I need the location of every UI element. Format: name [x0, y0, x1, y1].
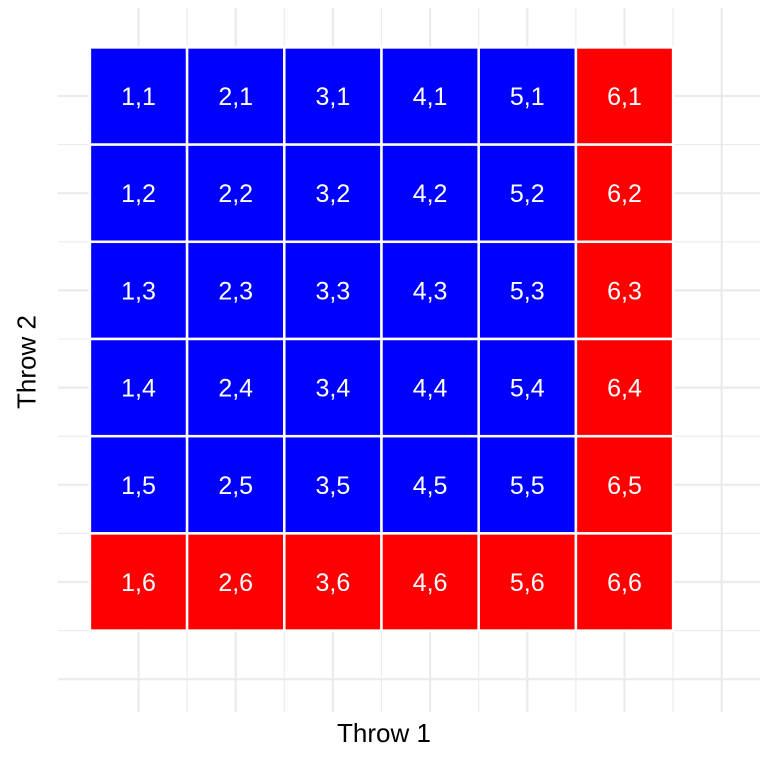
heatmap-cell-4-3 [380, 240, 480, 341]
cell-label-5-1: 5,1 [510, 83, 545, 111]
heatmap-cell-4-1 [380, 46, 480, 146]
heatmap-cell-5-3 [477, 240, 578, 341]
cell-label-4-4: 4,4 [413, 375, 448, 403]
cell-label-6-4: 6,4 [607, 375, 642, 403]
heatmap-cell-6-1 [574, 46, 675, 146]
heatmap-cell-5-2 [477, 143, 578, 244]
cell-label-1-5: 1,5 [121, 472, 156, 500]
heatmap-cell-2-1 [185, 46, 286, 146]
heatmap-cell-6-5 [574, 434, 675, 535]
heatmap-cell-6-2 [574, 143, 675, 244]
x-axis-title: Throw 1 [337, 718, 431, 748]
cell-label-5-3: 5,3 [510, 277, 545, 305]
cell-label-1-4: 1,4 [121, 375, 156, 403]
heatmap-cell-1-3 [88, 240, 189, 341]
heatmap-cell-2-3 [185, 240, 286, 341]
cell-label-3-5: 3,5 [316, 472, 351, 500]
cell-label-3-2: 3,2 [316, 180, 351, 208]
cell-label-1-6: 1,6 [121, 569, 156, 597]
heatmap-cell-5-4 [477, 337, 578, 438]
cell-label-6-6: 6,6 [607, 569, 642, 597]
heatmap-cell-1-5 [88, 434, 189, 535]
cell-label-2-1: 2,1 [218, 83, 253, 111]
cell-label-4-1: 4,1 [413, 83, 448, 111]
cell-label-5-2: 5,2 [510, 180, 545, 208]
heatmap-cell-3-4 [283, 337, 383, 438]
heatmap-cell-1-6 [88, 532, 189, 632]
cell-labels: 1,1 2,1 3,1 4,1 5,1 6,1 1,2 2,2 3,2 4,2 5,2 6,2 1,3 2… [121, 83, 642, 597]
cell-label-4-5: 4,5 [413, 472, 448, 500]
cell-label-6-5: 6,5 [607, 472, 642, 500]
cell-label-5-5: 5,5 [510, 472, 545, 500]
heatmap-cell-2-6 [185, 532, 286, 632]
y-axis-title: Throw 2 [11, 315, 42, 409]
cell-label-5-4: 5,4 [510, 375, 545, 403]
cell-label-6-2: 6,2 [607, 180, 642, 208]
cell-label-3-6: 3,6 [316, 569, 351, 597]
heatmap-cell-3-3 [283, 240, 383, 341]
cell-label-3-1: 3,1 [316, 83, 351, 111]
cell-label-1-3: 1,3 [121, 277, 156, 305]
heatmap-cell-4-6 [380, 532, 480, 632]
heatmap-cell-4-4 [380, 337, 480, 438]
heatmap-cell-6-6 [574, 532, 675, 632]
cell-label-6-3: 6,3 [607, 277, 642, 305]
cell-label-1-1: 1,1 [121, 83, 156, 111]
heatmap-cell-6-4 [574, 337, 675, 438]
heatmap-cell-5-6 [477, 532, 578, 632]
cell-label-2-6: 2,6 [218, 569, 253, 597]
cell-label-2-2: 2,2 [218, 180, 253, 208]
cell-label-4-3: 4,3 [413, 277, 448, 305]
cell-label-5-6: 5,6 [510, 569, 545, 597]
cell-label-6-1: 6,1 [607, 83, 642, 111]
cell-label-3-4: 3,4 [316, 375, 351, 403]
cell-label-1-2: 1,2 [121, 180, 156, 208]
heatmap-cell-2-2 [185, 143, 286, 244]
cell-label-3-3: 3,3 [316, 277, 351, 305]
cell-label-4-2: 4,2 [413, 180, 448, 208]
heatmap-cells [88, 46, 675, 632]
cell-label-2-4: 2,4 [218, 375, 253, 403]
cell-label-2-5: 2,5 [218, 472, 253, 500]
heatmap-cell-6-3 [574, 240, 675, 341]
heatmap-cell-4-2 [380, 143, 480, 244]
cell-label-2-3: 2,3 [218, 277, 253, 305]
cell-label-4-6: 4,6 [413, 569, 448, 597]
